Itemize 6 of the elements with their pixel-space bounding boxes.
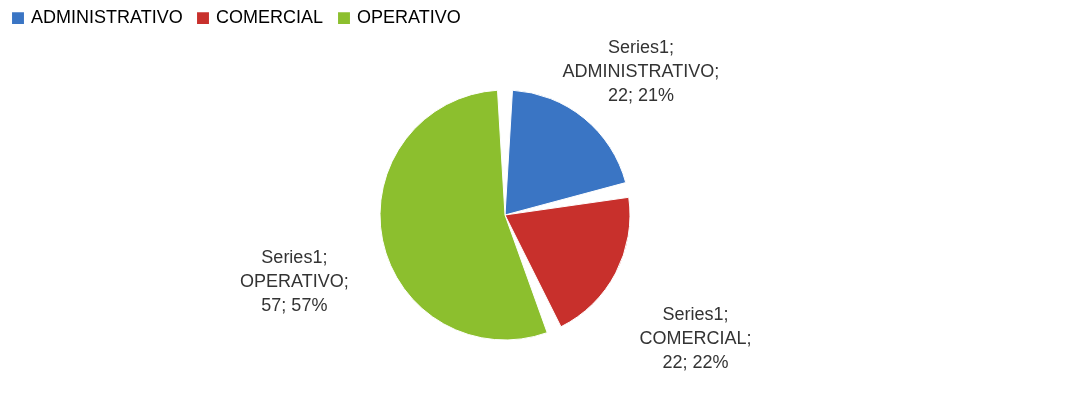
legend-label: ADMINISTRATIVO (31, 7, 183, 28)
data-label: Series1; OPERATIVO; 57; 57% (240, 247, 349, 316)
data-label: Series1; ADMINISTRATIVO; 22; 21% (562, 37, 720, 106)
legend-label: OPERATIVO (357, 7, 461, 28)
legend-label: COMERCIAL (216, 7, 324, 28)
data-label: Series1; COMERCIAL; 22; 22% (639, 303, 752, 372)
